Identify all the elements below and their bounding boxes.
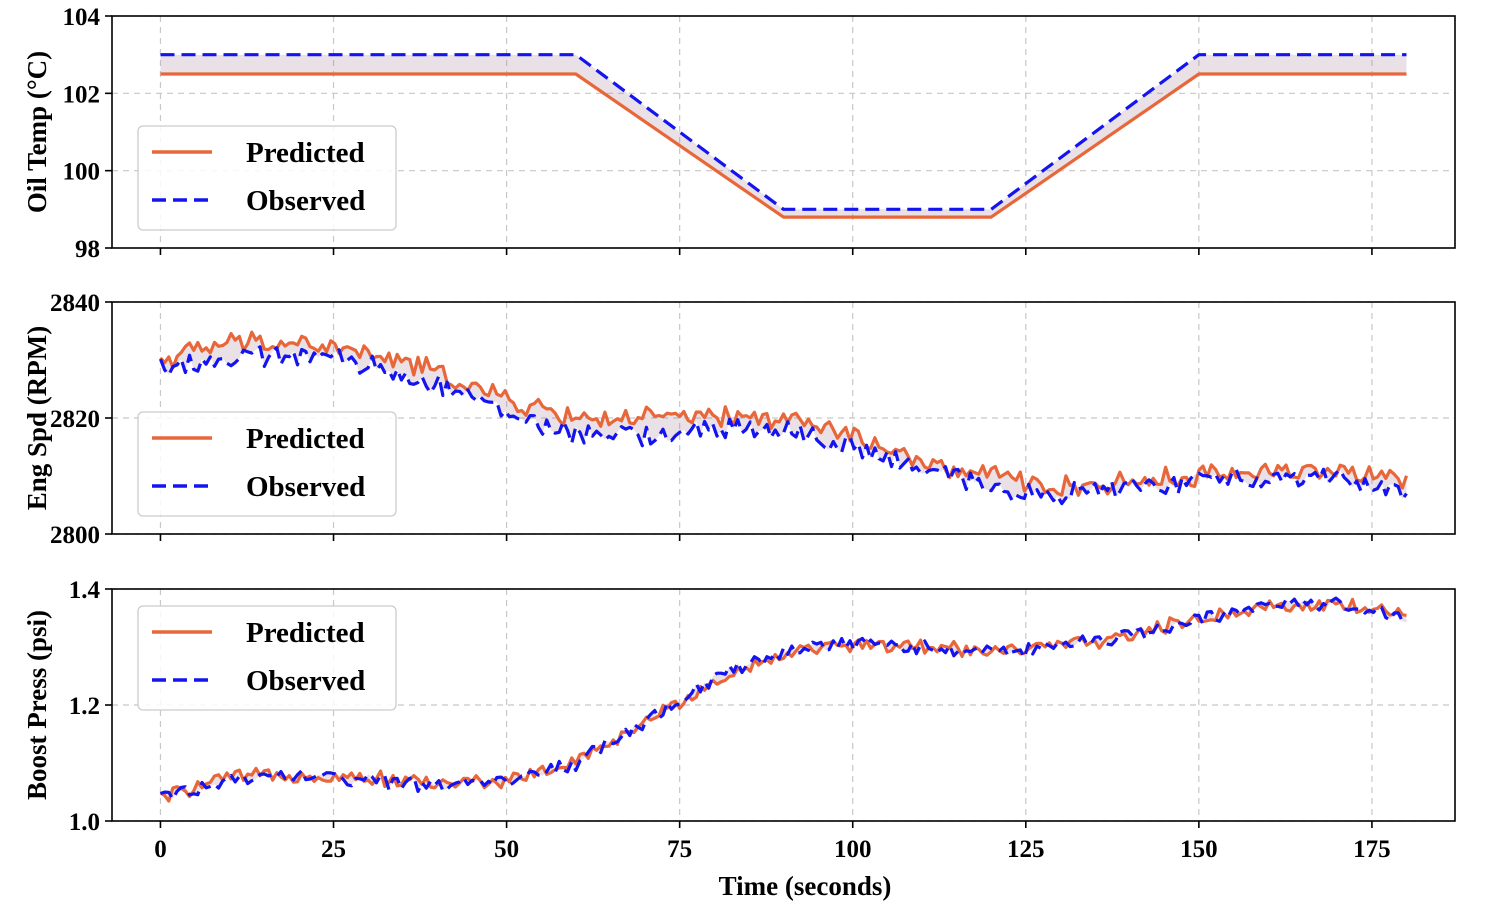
x-tick-label: 100 (834, 836, 872, 863)
y-axis-label: Oil Temp (°C) (22, 51, 52, 213)
difference-band (160, 54, 1407, 218)
legend-label-observed: Observed (246, 471, 365, 503)
x-axis-label: Time (seconds) (719, 871, 892, 901)
y-tick-label: 1.4 (69, 577, 101, 604)
legend: Predicted Observed (137, 605, 397, 711)
series-line-predicted (160, 72, 1407, 219)
y-tick-label: 2820 (50, 406, 100, 433)
series-line-predicted (159, 330, 1409, 497)
x-tick-label: 175 (1353, 836, 1391, 863)
y-axis-label: Eng Spd (RPM) (22, 326, 52, 511)
y-tick-label: 104 (63, 4, 101, 31)
legend-label-predicted: Predicted (246, 137, 365, 169)
legend: Predicted Observed (137, 125, 397, 231)
x-tick-label: 150 (1180, 836, 1218, 863)
y-tick-label: 102 (63, 81, 101, 108)
y-tick-label: 2800 (50, 522, 100, 549)
legend-label-predicted: Predicted (246, 423, 365, 455)
engine-speed-panel: 2800 2820 2840 Eng Spd (RPM) Predicted Observ… (22, 290, 1456, 549)
y-tick-label: 1.0 (69, 809, 100, 836)
series-line-predicted (159, 597, 1407, 803)
x-tick-label: 0 (154, 836, 167, 863)
series-line-observed (159, 345, 1408, 506)
legend-label-observed: Observed (246, 185, 365, 217)
boost-pressure-panel: 0 25 50 75 100 125 150 175 1.0 1.2 1.4 Boost Press … (22, 577, 1456, 863)
difference-band (160, 332, 1407, 504)
legend-label-predicted: Predicted (246, 617, 365, 649)
x-tick-label: 25 (321, 836, 346, 863)
y-axis-label: Boost Press (psi) (22, 610, 52, 800)
oil-temp-panel: 98 100 102 104 Oil Temp (°C) Predicted Observe… (22, 4, 1456, 263)
legend-label-observed: Observed (246, 665, 365, 697)
series-line-observed (160, 53, 1407, 211)
y-tick-label: 1.2 (69, 693, 100, 720)
legend: Predicted Observed (137, 411, 397, 517)
x-tick-label: 75 (667, 836, 692, 863)
y-tick-label: 100 (63, 159, 101, 186)
x-tick-label: 125 (1007, 836, 1045, 863)
x-tick-label: 50 (494, 836, 519, 863)
y-tick-label: 98 (75, 236, 100, 263)
y-tick-label: 2840 (50, 290, 100, 317)
axes-frame (111, 15, 1456, 249)
series-line-observed (159, 596, 1407, 801)
